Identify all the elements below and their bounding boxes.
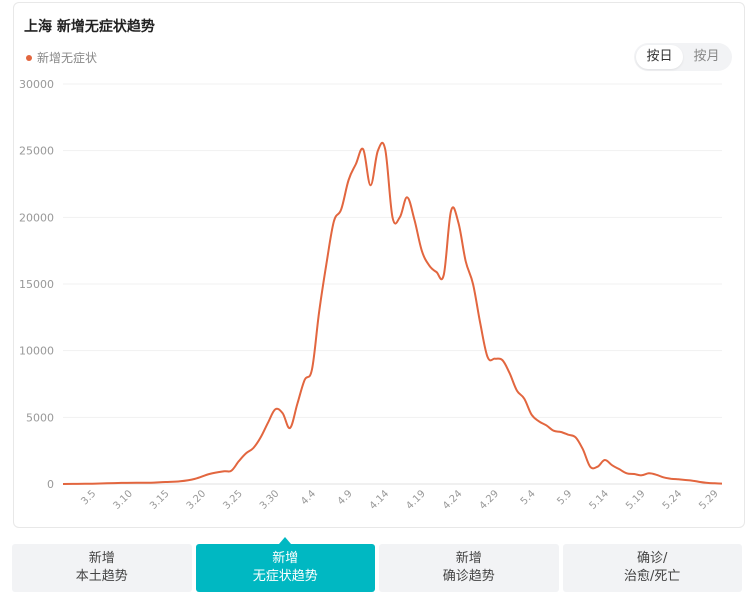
x-tick-label: 3.10 bbox=[111, 488, 135, 512]
tab-confirmed-recovered-deaths[interactable]: 确诊/ 治愈/死亡 bbox=[562, 544, 742, 592]
x-tick-label: 4.29 bbox=[478, 488, 502, 512]
tab-confirmed-trend[interactable]: 新增 确诊趋势 bbox=[379, 544, 559, 592]
x-tick-label: 3.30 bbox=[258, 488, 282, 512]
chart-legend[interactable]: 新增无症状 bbox=[26, 49, 97, 66]
tab-label-line1: 新增 bbox=[88, 551, 115, 566]
x-tick-label: 5.14 bbox=[587, 488, 611, 512]
tab-asymptomatic-trend[interactable]: 新增 无症状趋势 bbox=[195, 537, 375, 592]
x-tick-label: 3.15 bbox=[148, 488, 172, 512]
x-tick-label: 3.5 bbox=[79, 488, 98, 507]
x-tick-label: 5.29 bbox=[697, 488, 721, 512]
y-tick-label: 10000 bbox=[19, 345, 54, 358]
x-tick-label: 3.20 bbox=[185, 488, 209, 512]
x-tick-label: 5.24 bbox=[661, 488, 685, 512]
y-tick-label: 30000 bbox=[19, 78, 54, 91]
trend-tabs: 新增 本土趋势 新增 无症状趋势 新增 确诊趋势 确诊/ 治愈/死亡 bbox=[12, 537, 742, 592]
x-tick-label: 4.24 bbox=[441, 488, 465, 512]
toggle-by-day-button[interactable]: 按日 bbox=[636, 45, 683, 69]
y-tick-label: 5000 bbox=[26, 411, 54, 424]
tab-label-line1: 新增 bbox=[455, 551, 482, 566]
tab-label-line1: 新增 bbox=[272, 551, 299, 566]
x-tick-label: 5.19 bbox=[624, 488, 648, 512]
x-tick-label: 4.9 bbox=[336, 488, 355, 507]
tab-local-trend[interactable]: 新增 本土趋势 bbox=[12, 544, 192, 592]
x-tick-label: 4.4 bbox=[299, 488, 318, 507]
tab-label-line2: 本土趋势 bbox=[75, 569, 128, 584]
chart-title: 上海 新增无症状趋势 bbox=[24, 19, 155, 35]
chart-card: 上海 新增无症状趋势 新增无症状 按日 按月 bbox=[13, 2, 745, 528]
x-tick-label: 4.19 bbox=[404, 488, 428, 512]
series-line-asymptomatic[interactable] bbox=[62, 141, 723, 485]
x-tick-label: 5.4 bbox=[519, 488, 538, 507]
x-tick-label: 4.14 bbox=[368, 488, 392, 512]
tab-label-line1: 确诊/ bbox=[637, 551, 668, 566]
tab-label-line2: 治愈/死亡 bbox=[624, 569, 681, 584]
legend-label: 新增无症状 bbox=[37, 51, 98, 65]
x-tick-label: 3.25 bbox=[221, 488, 245, 512]
toggle-by-month-button[interactable]: 按月 bbox=[693, 49, 720, 64]
y-tick-label: 0 bbox=[47, 478, 54, 491]
period-toggle: 按日 按月 bbox=[634, 43, 732, 71]
y-tick-label: 20000 bbox=[19, 211, 54, 224]
tab-label-line2: 确诊趋势 bbox=[442, 569, 495, 584]
x-tick-label: 5.9 bbox=[555, 488, 574, 507]
tab-label-line2: 无症状趋势 bbox=[252, 569, 318, 584]
y-tick-label: 25000 bbox=[19, 145, 54, 158]
legend-dot-icon bbox=[26, 54, 32, 61]
y-tick-label: 15000 bbox=[19, 278, 54, 291]
